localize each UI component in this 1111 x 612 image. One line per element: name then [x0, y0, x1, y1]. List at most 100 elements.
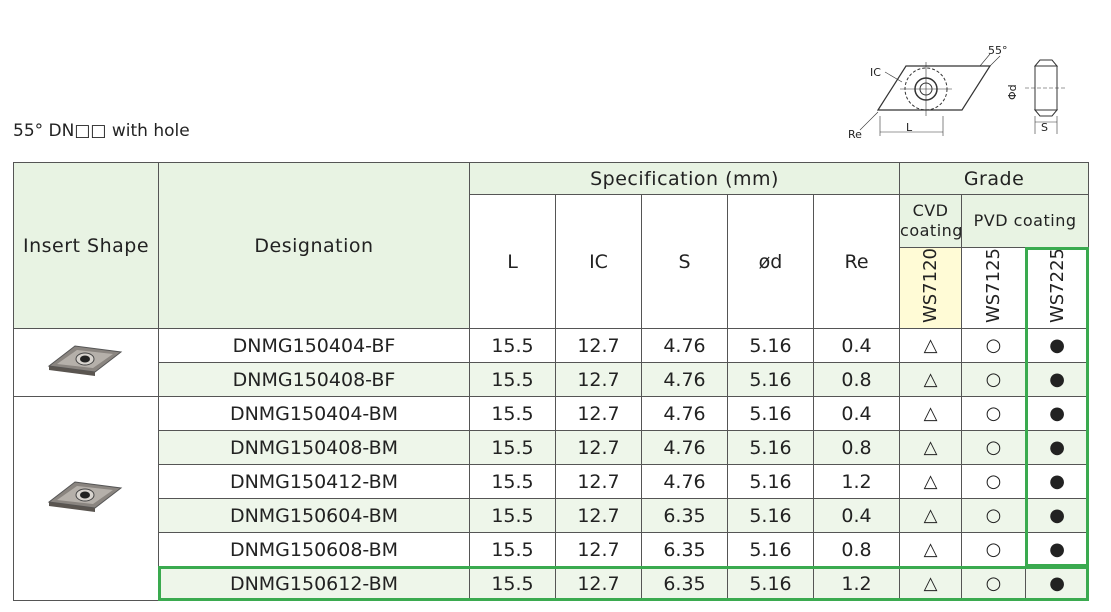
header-grade-name: WS7125	[961, 246, 1027, 330]
designation: DNMG150412-BM	[158, 464, 470, 500]
spec-value: 4.76	[641, 396, 728, 432]
header-specification: Specification (mm)	[468, 162, 901, 195]
designation: DNMG150604-BM	[158, 498, 470, 534]
spec-value: 15.5	[469, 396, 556, 432]
spec-value: 0.4	[812, 498, 901, 534]
spec-value: 12.7	[555, 362, 642, 398]
grade-symbol: △	[899, 396, 963, 432]
header-grade-name-text: WS7120	[920, 248, 942, 324]
label-ic: IC	[870, 66, 881, 79]
table-row: DNMG150412-BM 15.5 12.7 4.76 5.16 1.2 △ ○ ●	[14, 464, 1090, 500]
spec-value: 0.8	[812, 362, 901, 398]
spec-value: 15.5	[469, 362, 556, 398]
designation: DNMG150608-BM	[158, 532, 470, 568]
insert-shape-cell	[13, 328, 159, 398]
spec-value: 12.7	[555, 566, 642, 602]
header-column: S	[641, 193, 728, 330]
spec-value: 6.35	[641, 566, 728, 602]
spec-value: 12.7	[555, 464, 642, 500]
header-pvd: PVD coating	[961, 194, 1090, 248]
spec-value: 6.35	[641, 532, 728, 568]
table-row: DNMG150404-BF 15.5 12.7 4.76 5.16 0.4 △ ○ ●	[13, 328, 1090, 398]
spec-value: 1.2	[812, 566, 901, 602]
table-row: DNMG150408-BF 15.5 12.7 4.76 5.16 0.8 △ ○ ●	[14, 362, 1090, 398]
grade-symbol: ○	[961, 396, 1027, 432]
grade-symbol: △	[899, 464, 963, 500]
grade-symbol: ○	[961, 328, 1027, 364]
label-re: Re	[848, 128, 862, 141]
designation: DNMG150408-BM	[158, 430, 470, 466]
table-row: DNMG150612-BM 15.5 12.7 6.35 5.16 1.2 △ ○ ●	[14, 566, 1090, 602]
spec-value: 0.8	[812, 430, 901, 466]
table-row: WS7120 WS7125 WS7225	[14, 246, 1090, 330]
grade-symbol: ○	[961, 532, 1027, 568]
table-row: DNMG150604-BM 15.5 12.7 6.35 5.16 0.4 △ ○ ●	[14, 498, 1090, 534]
grade-symbol: ●	[1025, 362, 1090, 398]
grade-symbol: ●	[1025, 396, 1090, 432]
spec-value: 5.16	[727, 566, 814, 602]
grade-symbol: ●	[1025, 328, 1090, 364]
grade-symbol: ○	[961, 498, 1027, 534]
spec-value: 15.5	[469, 532, 556, 568]
spec-value: 5.16	[727, 362, 814, 398]
grade-symbol: △	[899, 498, 963, 534]
header-designation: Designation	[158, 161, 470, 330]
spec-value: 0.8	[812, 532, 901, 568]
label-s: S	[1041, 121, 1048, 134]
spec-value: 15.5	[469, 430, 556, 466]
grade-symbol: △	[899, 430, 963, 466]
spec-table: Insert Shape Designation Specification (mm…	[13, 161, 1090, 602]
header-column: IC	[555, 193, 642, 330]
grade-symbol: ○	[961, 430, 1027, 466]
designation: DNMG150404-BM	[158, 396, 470, 432]
spec-value: 1.2	[812, 464, 901, 500]
spec-value: 12.7	[555, 498, 642, 534]
spec-value: 15.5	[469, 566, 556, 602]
spec-value: 5.16	[727, 498, 814, 534]
header-column: L	[469, 193, 556, 330]
spec-value: 4.76	[641, 464, 728, 500]
spec-value: 4.76	[641, 328, 728, 364]
grade-symbol: △	[899, 328, 963, 364]
header-column: ød	[727, 193, 814, 330]
spec-value: 12.7	[555, 430, 642, 466]
designation: DNMG150404-BF	[158, 328, 470, 364]
spec-value: 15.5	[469, 464, 556, 500]
spec-value: 4.76	[641, 362, 728, 398]
spec-value: 5.16	[727, 430, 814, 466]
spec-value: 6.35	[641, 498, 728, 534]
spec-value: 4.76	[641, 430, 728, 466]
table-row: Insert Shape Designation Specification (mm…	[13, 161, 1090, 330]
grade-symbol: ●	[1025, 532, 1090, 568]
spec-value: 5.16	[727, 396, 814, 432]
label-l: L	[906, 121, 913, 134]
grade-symbol: ●	[1025, 430, 1090, 466]
grade-symbol: ○	[961, 464, 1027, 500]
table-row: DNMG150404-BM 15.5 12.7 4.76 5.16 0.4 △ ○ ●	[13, 396, 1090, 602]
grade-symbol: ●	[1025, 498, 1090, 534]
grade-symbol: △	[899, 566, 963, 602]
label-d: Φd	[1006, 84, 1019, 100]
grade-symbol: ●	[1025, 464, 1090, 500]
header-insert-shape: Insert Shape	[13, 161, 159, 330]
header-grade-name-text: WS7125	[983, 248, 1005, 324]
header-grade-name: WS7120	[899, 246, 963, 330]
header-grade: Grade	[899, 162, 1090, 195]
grade-symbol: △	[899, 532, 963, 568]
spec-value: 5.16	[727, 532, 814, 568]
spec-value: 15.5	[469, 498, 556, 534]
grade-symbol: △	[899, 362, 963, 398]
insert-shape-cell	[13, 396, 159, 602]
spec-value: 15.5	[469, 328, 556, 364]
header-cvd: CVD coating	[899, 194, 963, 248]
spec-value: 12.7	[555, 328, 642, 364]
spec-value: 12.7	[555, 396, 642, 432]
label-angle: 55°	[988, 44, 1008, 57]
header-grade-name-text: WS7225	[1046, 248, 1068, 324]
table-row: DNMG150408-BM 15.5 12.7 4.76 5.16 0.8 △ ○ ●	[14, 430, 1090, 466]
designation: DNMG150408-BF	[158, 362, 470, 398]
grade-symbol: ●	[1025, 566, 1090, 602]
insert-diagram: IC Re L 55° Φd S	[848, 44, 1065, 141]
